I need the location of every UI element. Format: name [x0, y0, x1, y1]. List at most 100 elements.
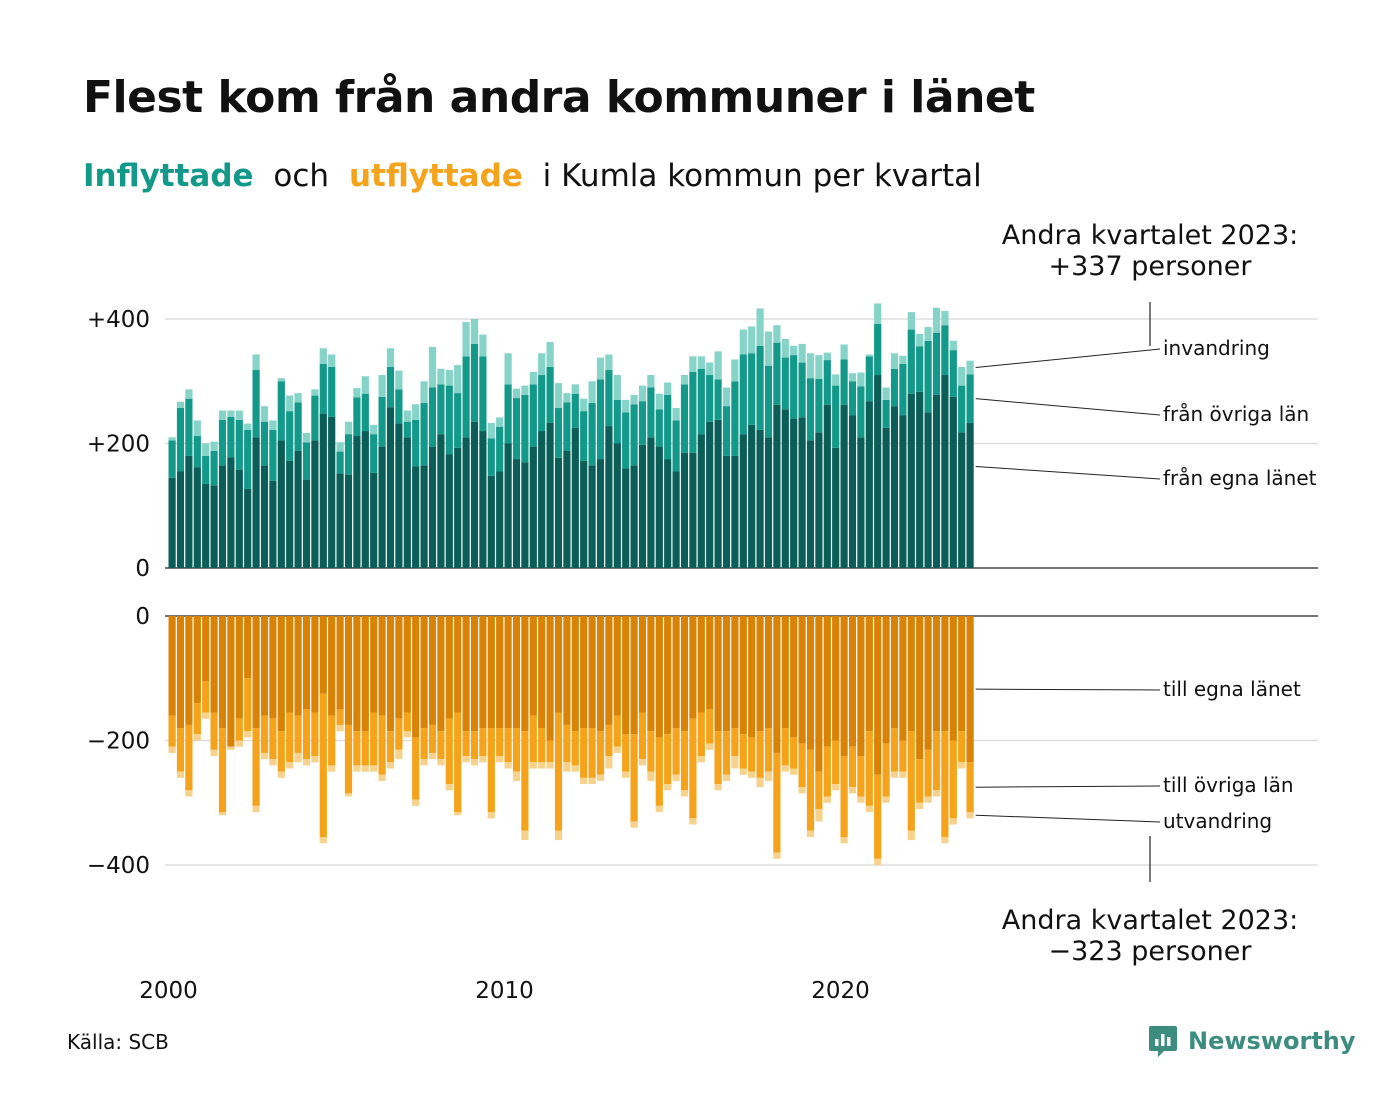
inflow-bar-segment	[554, 408, 563, 458]
series-label-leader	[975, 688, 1161, 691]
inflow-bar-segment	[386, 348, 395, 367]
inflow-bar-segment	[781, 357, 789, 410]
inflow-bar-segment	[832, 385, 840, 448]
inflow-bar-segment	[882, 387, 890, 400]
outflow-bar-segment	[454, 616, 462, 713]
bottom-ytick-label: −200	[87, 729, 150, 755]
inflow-bar-segment	[336, 451, 344, 474]
outflow-bar-segment	[395, 718, 403, 750]
inflow-bar-segment	[563, 450, 571, 568]
inflow-bar-segment	[252, 437, 260, 568]
outflow-bar-segment	[294, 752, 302, 763]
outflow-bar-segment	[790, 737, 798, 769]
outflow-bar-segment	[840, 756, 848, 837]
outflow-bar-segment	[529, 762, 537, 769]
outflow-bar-segment	[706, 616, 714, 710]
outflow-bar-segment	[412, 799, 420, 806]
outflow-bar-segment	[815, 771, 823, 809]
outflow-bar-segment	[580, 616, 588, 729]
outflow-bar-segment	[235, 740, 243, 747]
inflow-bar-segment	[848, 415, 857, 568]
outflow-bar-segment	[168, 715, 176, 747]
outflow-bar-segment	[235, 616, 243, 719]
outflow-bar-segment	[714, 731, 722, 785]
inflow-bar-segment	[596, 459, 605, 568]
inflow-bar-segment	[244, 423, 252, 430]
outflow-bar-segment	[596, 731, 605, 775]
inflow-bar-segment	[202, 455, 210, 484]
outflow-bar-segment	[546, 762, 554, 769]
outflow-bar-segment	[647, 771, 655, 781]
inflow-bar-segment	[563, 393, 571, 403]
inflow-bar-segment	[344, 421, 353, 435]
inflow-bar-segment	[664, 382, 672, 395]
outflow-bar-segment	[806, 616, 815, 750]
series-label-leader	[975, 785, 1161, 788]
inflow-bar-segment	[571, 393, 579, 428]
outflow-bar-segment	[218, 616, 227, 729]
outflow-bar-segment	[664, 616, 672, 735]
outflow-bar-segment	[512, 771, 521, 781]
outflow-bar-segment	[412, 616, 420, 738]
inflow-bar-segment	[941, 325, 949, 376]
outflow-bar-segment	[580, 728, 588, 778]
inflow-bar-segment	[664, 459, 672, 568]
inflow-bar-segment	[277, 378, 285, 382]
inflow-bar-segment	[378, 396, 386, 447]
inflow-bar-segment	[168, 477, 176, 568]
inflow-bar-segment	[605, 354, 613, 371]
inflow-bar-segment	[958, 432, 966, 568]
inflow-bar-segment	[504, 353, 512, 385]
outflow-bar-segment	[916, 802, 924, 809]
inflow-bar-segment	[706, 362, 714, 376]
inflow-bar-segment	[647, 387, 655, 438]
outflow-bar-segment	[294, 715, 302, 753]
outflow-bar-segment	[286, 712, 294, 763]
inflow-bar-segment	[655, 393, 663, 410]
inflow-bar-segment	[622, 399, 630, 413]
outflow-bar-segment	[521, 731, 529, 831]
outflow-bar-segment	[840, 836, 848, 844]
outflow-bar-segment	[924, 616, 932, 750]
newsworthy-logo-icon	[1149, 1026, 1177, 1057]
outflow-bar-segment	[815, 808, 823, 822]
inflow-bar-segment	[580, 411, 588, 461]
outflow-bar-segment	[890, 771, 899, 778]
outflow-bar-segment	[865, 616, 873, 732]
outflow-bar-segment	[680, 731, 689, 791]
inflow-bar-segment	[403, 410, 411, 422]
outflow-bar-segment	[823, 796, 831, 803]
inflow-bar-segment	[529, 371, 537, 385]
inflow-bar-segment	[638, 401, 647, 445]
outflow-bar-segment	[193, 616, 201, 704]
outflow-bar-segment	[437, 759, 445, 766]
inflow-bar-segment	[731, 359, 739, 382]
outflow-bar-segment	[748, 616, 756, 738]
outflow-bar-segment	[538, 616, 546, 729]
inflow-bar-segment	[462, 437, 470, 568]
inflow-bar-segment	[546, 366, 554, 423]
series-label: till egna länet	[1163, 677, 1301, 701]
inflow-bar-segment	[328, 366, 336, 417]
top-ytick-label: +400	[87, 307, 150, 333]
outflow-bar-segment	[680, 616, 689, 732]
outflow-bar-segment	[193, 734, 201, 741]
inflow-bar-segment	[344, 434, 353, 475]
outflow-bar-segment	[244, 678, 252, 732]
outflow-bar-segment	[949, 818, 957, 825]
inflow-bar-segment	[395, 423, 403, 568]
inflow-bar-segment	[319, 363, 327, 414]
inflow-bar-segment	[496, 417, 504, 427]
inflow-bar-segment	[546, 342, 554, 367]
outflow-bar-segment	[202, 712, 210, 719]
outflow-bar-segment	[277, 731, 285, 772]
inflow-bar-segment	[252, 354, 260, 371]
outflow-bar-segment	[857, 756, 865, 797]
inflow-bar-segment	[185, 389, 193, 399]
outflow-bar-segment	[504, 762, 512, 769]
outflow-bar-segment	[722, 774, 731, 781]
outflow-bar-segment	[739, 768, 747, 775]
outflow-bar-segment	[932, 731, 941, 791]
inflow-bar-segment	[311, 440, 319, 568]
inflow-bar-segment	[336, 442, 344, 452]
